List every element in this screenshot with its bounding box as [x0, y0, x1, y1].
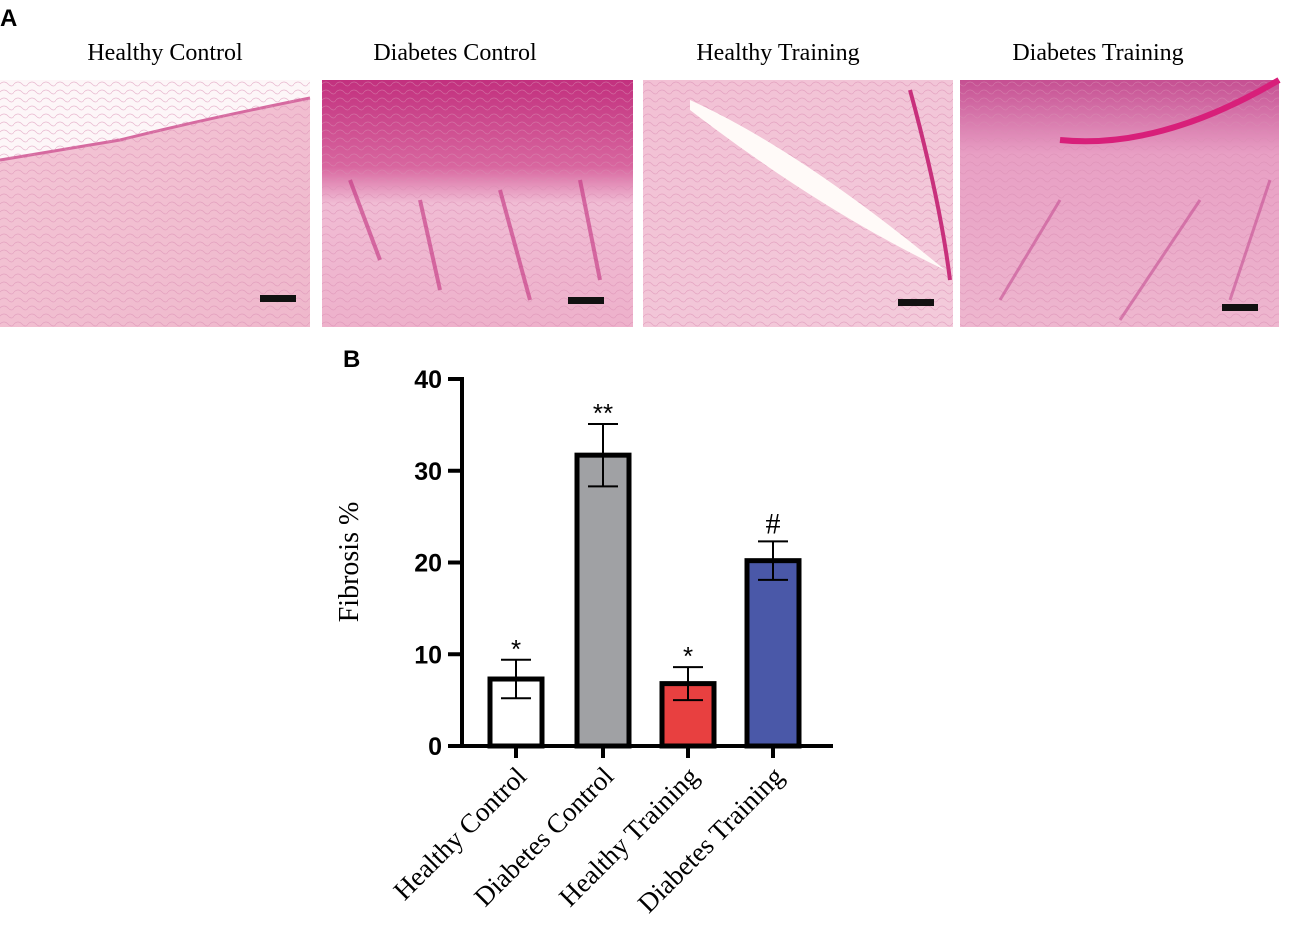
y-tick-label: 0: [428, 733, 442, 761]
error-bar: [673, 666, 703, 702]
image-caption: Diabetes Training: [1012, 40, 1183, 66]
panel-label: A: [0, 5, 17, 32]
y-axis-label: Fibrosis %: [334, 502, 365, 623]
micrograph: [643, 80, 953, 327]
error-bar: [501, 658, 531, 700]
image-caption: Diabetes Control: [373, 40, 537, 66]
x-tick-label: Diabetes Training: [632, 761, 790, 919]
micrograph: [322, 80, 633, 327]
image-caption: Healthy Control: [87, 40, 243, 66]
error-bar: [758, 540, 788, 581]
error-bar: [588, 422, 618, 488]
y-tick-label: 30: [414, 458, 442, 486]
micrograph: [0, 80, 311, 327]
micrograph: [960, 77, 1281, 327]
significance-label: **: [593, 398, 613, 428]
significance-label: *: [683, 641, 693, 671]
significance-label: #: [766, 507, 781, 540]
bar: [744, 558, 802, 749]
y-tick-label: 40: [414, 366, 442, 394]
bar: [574, 452, 632, 749]
y-tick-label: 20: [414, 550, 442, 578]
significance-label: *: [511, 634, 521, 664]
y-tick-label: 10: [414, 641, 442, 669]
image-caption: Healthy Training: [696, 40, 859, 66]
panel-label: B: [343, 346, 360, 373]
